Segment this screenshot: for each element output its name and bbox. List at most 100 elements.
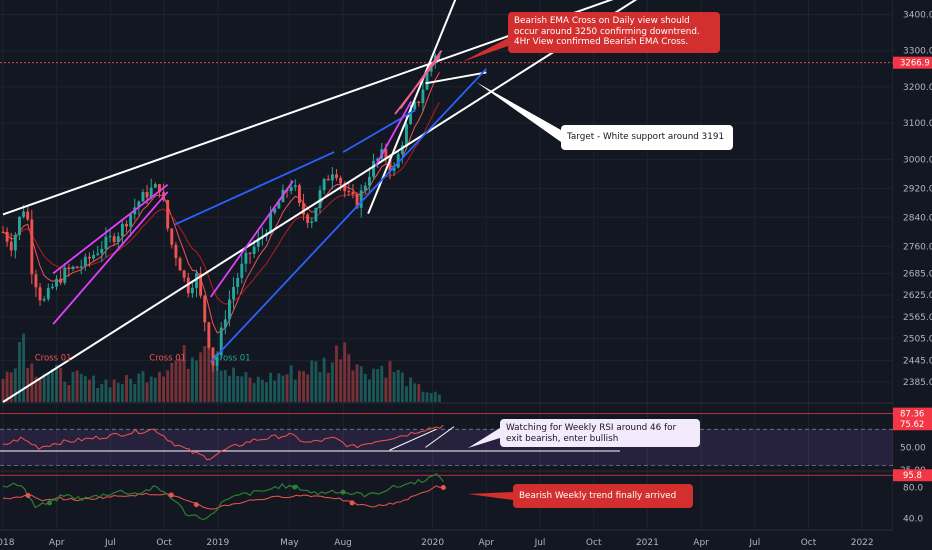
candle-body	[248, 252, 252, 254]
trendlines	[2, 0, 638, 403]
trendline	[209, 68, 487, 363]
candle-body	[273, 208, 277, 213]
trendline	[52, 183, 169, 275]
volume-bar	[277, 373, 281, 402]
price-axis[interactable]: 3400.0 3300.0 3200.0 3100.0 3000.0 2920.0 2840…	[893, 0, 932, 550]
candle-body	[306, 214, 310, 223]
volume-bar	[351, 370, 355, 402]
volume-bars	[1, 333, 441, 402]
volume-bar	[153, 377, 157, 402]
candle-body	[330, 174, 334, 181]
rsi-panel	[0, 413, 893, 466]
candle-body	[417, 101, 421, 104]
rsi-tag	[893, 418, 932, 431]
candle-body	[18, 216, 21, 236]
volume-bar	[400, 372, 404, 402]
time-tick-label: 2022	[851, 538, 874, 548]
ema-slow-line	[2, 102, 440, 305]
volume-bar	[203, 346, 207, 402]
volume-bar	[306, 374, 310, 402]
candle-body	[289, 187, 293, 192]
candle-body	[223, 319, 227, 328]
time-tick-label: 2020	[421, 538, 444, 548]
volume-bar	[310, 360, 314, 402]
price-tick-label: 2625.0	[903, 291, 932, 301]
volume-bar	[50, 368, 54, 402]
volume-bar	[96, 387, 100, 402]
volume-bar	[236, 375, 240, 402]
rsi-note[interactable]: Watching for Weekly RSI around 46 for ex…	[500, 419, 700, 447]
volume-bar	[129, 378, 133, 402]
volume-bar	[199, 352, 203, 402]
volume-bar	[112, 379, 116, 402]
price-tick-label: 3100.0	[903, 119, 932, 129]
candle-body	[38, 287, 42, 301]
volume-bar	[376, 369, 380, 402]
volume-bar	[363, 373, 367, 402]
trend-signal-dot	[47, 500, 53, 506]
candle-body	[363, 185, 367, 191]
candle-body	[166, 200, 170, 229]
trendline	[2, 0, 638, 403]
volume-bar	[100, 383, 104, 402]
price-tick-label: 2920.0	[903, 184, 932, 194]
volume-bar	[88, 379, 91, 402]
candle-body	[96, 253, 100, 255]
candle-body	[405, 124, 408, 146]
candle-body	[302, 202, 305, 215]
candle-body	[170, 228, 174, 245]
volume-bar	[240, 376, 244, 402]
candle-body	[125, 223, 128, 227]
volume-bar	[223, 369, 227, 402]
candle-body	[240, 263, 244, 278]
ema-cross-note[interactable]: Bearish EMA Cross on Daily view should o…	[508, 12, 720, 53]
volume-bar	[26, 368, 30, 402]
volume-bar	[248, 377, 252, 402]
rsi-tick-label: 75.62	[900, 420, 924, 430]
candle-body	[396, 154, 400, 168]
price-axis-bg	[893, 0, 932, 550]
rsi-tag	[893, 407, 932, 420]
candle-body	[367, 176, 371, 186]
target-note-pointer	[476, 82, 561, 142]
volume-bar	[83, 376, 87, 402]
candle-body	[388, 158, 392, 171]
volume-bar	[42, 374, 46, 402]
volume-bar	[322, 357, 326, 402]
trend-note[interactable]: Bearish Weekly trend finally arrived	[513, 484, 693, 508]
volume-bar	[421, 391, 425, 402]
time-tick-label: 2019	[206, 538, 229, 548]
time-tick-label: May	[280, 538, 299, 548]
candle-body	[322, 178, 326, 191]
candle-body	[215, 355, 219, 366]
candle-body	[153, 184, 157, 188]
candle-body	[425, 71, 429, 90]
volume-bar	[232, 367, 235, 402]
price-tick-label: 3400.0	[903, 10, 932, 20]
candle-body	[116, 236, 120, 243]
candle-body	[174, 244, 178, 259]
candle-body	[149, 187, 153, 198]
candle-body	[409, 109, 413, 125]
trend-tag	[893, 469, 932, 482]
volume-bar	[330, 362, 334, 402]
volume-bar	[413, 383, 417, 402]
candle-body	[203, 295, 207, 323]
target-note[interactable]: Target - White support around 3191	[561, 125, 733, 150]
volume-bar	[178, 358, 182, 402]
cross-label: Cross 01	[35, 353, 72, 363]
price-tick-label: 2840.0	[903, 213, 932, 223]
candle-body	[227, 299, 231, 320]
trendline	[425, 71, 487, 85]
candle-body	[232, 286, 235, 300]
volume-bar	[269, 372, 273, 402]
volume-bar	[355, 364, 359, 402]
volume-bar	[396, 370, 400, 402]
ema-note-pointer	[462, 38, 508, 62]
rsi-band	[0, 429, 893, 466]
time-axis[interactable]: 2018 Apr Jul Oct 2019 May Aug 2020 Apr Jul Oct 2021…	[0, 538, 874, 548]
volume-bar	[79, 373, 83, 402]
candle-body	[199, 273, 203, 296]
volume-bar	[293, 379, 297, 402]
